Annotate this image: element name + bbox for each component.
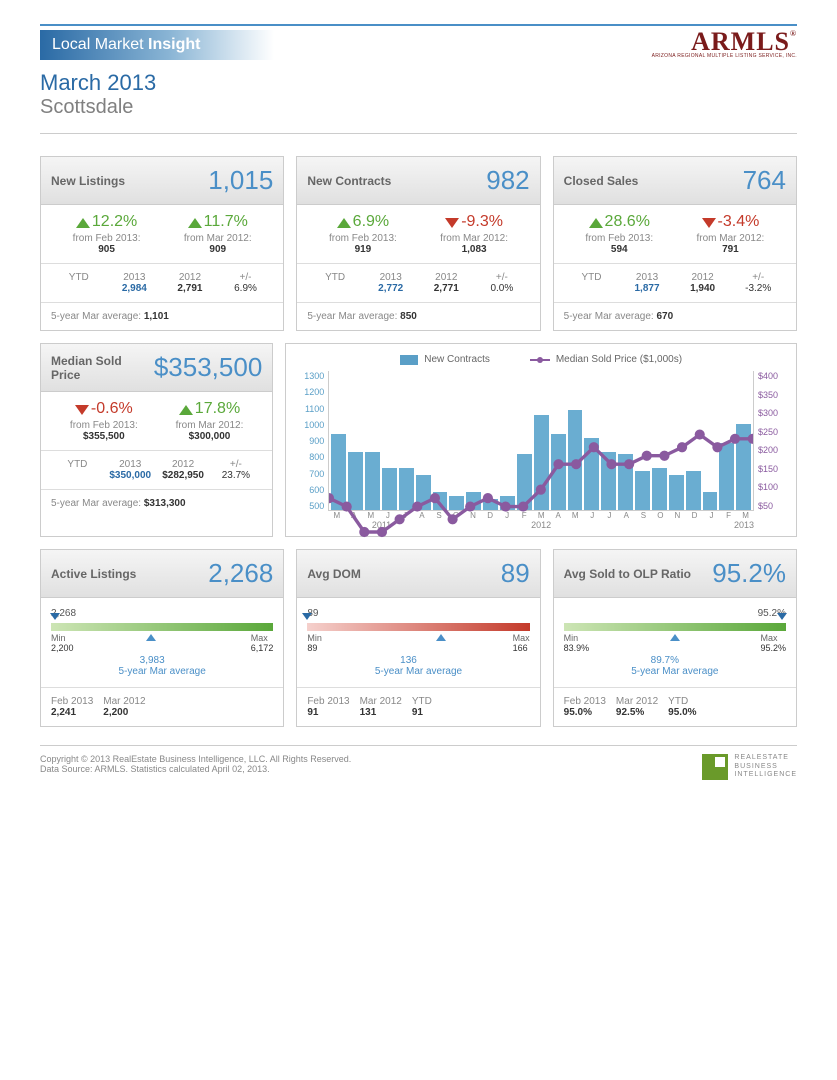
mom-change: -0.6% from Feb 2013:$355,500 [51,400,157,442]
banner-bold: Insight [148,36,200,53]
card-new-contracts: New Contracts 982 6.9% from Feb 2013:919… [296,156,540,331]
logo-sub: ARIZONA REGIONAL MULTIPLE LISTING SERVIC… [652,53,797,59]
current-marker-icon [302,613,312,620]
mom-change: 12.2% from Feb 2013:905 [51,213,162,255]
ytd-section: YTD 20131,877 20121,940 +/--3.2% [554,264,796,303]
history-row: Feb 20132,241Mar 20122,200 [41,687,283,726]
bar-swatch-icon [400,355,418,365]
legend-bar: New Contracts [400,354,490,365]
card-active: Active Listings 2,268 2,268 Min2,200 Max… [40,549,284,727]
comparison-section: 6.9% from Feb 2013:919 -9.3% from Mar 20… [297,205,539,264]
ytd-section: YTD 20132,772 20122,771 +/-0.0% [297,264,539,303]
card-value: 2,268 [208,558,273,589]
card-label: New Contracts [307,174,391,188]
yoy-change: -3.4% from Mar 2012:791 [675,213,786,255]
card-label: Active Listings [51,567,136,581]
yoy-change: -9.3% from Mar 2012:1,083 [419,213,530,255]
range-labels: Min2,200 Max6,172 [51,633,273,653]
divider [40,133,797,134]
arrow-up-icon [188,218,202,228]
header: Local Market Insight ARMLS® ARIZONA REGI… [40,30,797,60]
banner: Local Market Insight [40,30,300,60]
current-marker-icon [777,613,787,620]
plot-area [328,371,754,511]
period: March 2013 [40,70,797,96]
card-label: New Listings [51,174,125,188]
card-value: 1,015 [208,165,273,196]
yoy-change: 17.8% from Mar 2012:$300,000 [157,400,263,442]
card-value: 982 [486,165,529,196]
comparison-section: 12.2% from Feb 2013:905 11.7% from Mar 2… [41,205,283,264]
avg-caption: 3,9835-year Mar average [51,655,273,677]
arrow-down-icon [702,218,716,228]
card-median-price: Median Sold Price $353,500 -0.6% from Fe… [40,343,273,537]
card-closed-sales: Closed Sales 764 28.6% from Feb 2013:594… [553,156,797,331]
arrow-up-icon [179,405,193,415]
arrow-up-icon [589,218,603,228]
card-new-listings: New Listings 1,015 12.2% from Feb 2013:9… [40,156,284,331]
y-axis-left: 1300120011001000900800700600500 [298,371,328,511]
range-section: 2,268 Min2,200 Max6,172 3,9835-year Mar … [41,598,283,687]
range-bar [51,623,273,631]
banner-light: Local Market [52,36,144,53]
avg-section: 5-year Mar average: $313,300 [41,490,272,517]
title-block: March 2013 Scottsdale [40,70,797,119]
ytd-section: YTD 20132,984 20122,791 +/-6.9% [41,264,283,303]
location: Scottsdale [40,96,797,119]
avg-marker-icon [146,634,156,641]
card-header: New Listings 1,015 [41,157,283,205]
rbi-icon [702,754,728,780]
line-overlay [329,371,753,795]
footer-text: Copyright © 2013 RealEstate Business Int… [40,754,351,774]
mom-change: 6.9% from Feb 2013:919 [307,213,418,255]
top-rule [40,24,797,26]
page: Local Market Insight ARMLS® ARIZONA REGI… [0,0,837,800]
ytd-section: YTD 2013$350,000 2012$282,950 +/-23.7% [41,451,272,490]
chart-card: New Contracts Median Sold Price ($1,000s… [285,343,797,537]
mom-change: 28.6% from Feb 2013:594 [564,213,675,255]
card-header: Closed Sales 764 [554,157,796,205]
card-header: Median Sold Price $353,500 [41,344,272,392]
card-label: Closed Sales [564,174,639,188]
yoy-change: 11.7% from Mar 2012:909 [162,213,273,255]
card-header: Active Listings 2,268 [41,550,283,598]
arrow-up-icon [76,218,90,228]
row-2: Median Sold Price $353,500 -0.6% from Fe… [40,343,797,537]
avg-section: 5-year Mar average: 670 [554,303,796,330]
comparison-section: -0.6% from Feb 2013:$355,500 17.8% from … [41,392,272,451]
avg-marker-icon [670,634,680,641]
current-marker-label: 2,268 [51,608,273,619]
range-bar [307,623,529,631]
avg-marker-icon [436,634,446,641]
comparison-section: 28.6% from Feb 2013:594 -3.4% from Mar 2… [554,205,796,264]
y-axis-right: $400$350$300$250$200$150$100$50 [754,371,784,511]
card-value: $353,500 [154,352,262,383]
avg-section: 5-year Mar average: 850 [297,303,539,330]
arrow-down-icon [75,405,89,415]
chart-legend: New Contracts Median Sold Price ($1,000s… [298,354,784,365]
card-header: New Contracts 982 [297,157,539,205]
armls-logo: ARMLS® ARIZONA REGIONAL MULTIPLE LISTING… [652,30,797,59]
arrow-up-icon [337,218,351,228]
avg-section: 5-year Mar average: 1,101 [41,303,283,330]
current-marker-icon [50,613,60,620]
card-label: Median Sold Price [51,354,154,382]
card-value: 764 [743,165,786,196]
line-swatch-icon [530,359,550,361]
arrow-down-icon [445,218,459,228]
legend-line: Median Sold Price ($1,000s) [530,354,682,365]
range-bar [564,623,786,631]
row-1: New Listings 1,015 12.2% from Feb 2013:9… [40,156,797,331]
logo-main: ARMLS® [652,30,797,53]
chart-body: 1300120011001000900800700600500 $400$350… [298,371,784,511]
